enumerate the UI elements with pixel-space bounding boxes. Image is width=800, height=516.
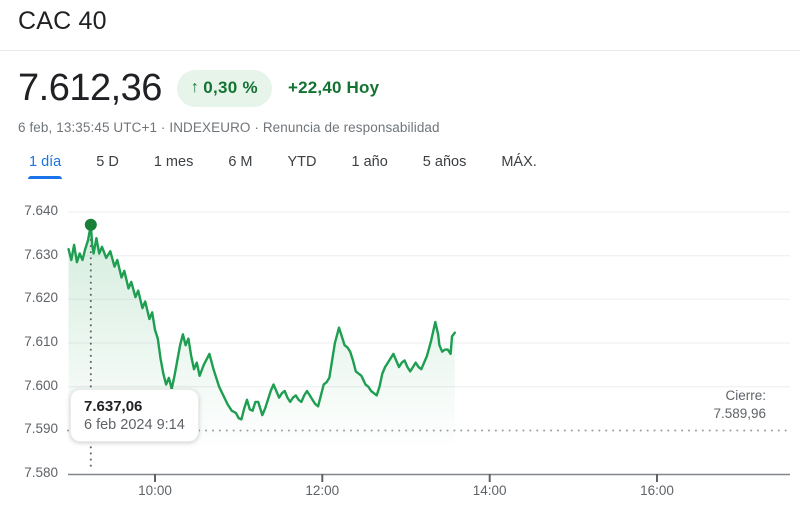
- chart-tooltip: 7.637,06 6 feb 2024 9:14: [70, 389, 199, 442]
- x-axis-label: 12:00: [305, 483, 340, 498]
- close-label-title: Cierre:: [725, 388, 766, 403]
- previous-close-label: Cierre: 7.589,96: [713, 387, 766, 423]
- y-axis-label: 7.610: [24, 334, 58, 349]
- y-axis-label: 7.600: [24, 377, 58, 393]
- x-axis-label: 10:00: [138, 483, 172, 498]
- x-axis-label: 16:00: [640, 483, 674, 498]
- tooltip-price: 7.637,06: [84, 398, 143, 415]
- close-label-value: 7.589,96: [713, 406, 766, 421]
- tooltip-datetime: 6 feb 2024 9:14: [84, 417, 185, 433]
- disclaimer-link[interactable]: Renuncia de responsabilidad: [262, 120, 440, 135]
- page-title: CAC 40: [18, 7, 107, 35]
- quote-meta: 6 feb, 13:35:45 UTC+1 · INDEXEURO · Renu…: [18, 120, 440, 135]
- y-axis-label: 7.580: [24, 465, 58, 480]
- range-tabs: 1 día 5 D 1 mes 6 M YTD 1 año 5 años MÁX.: [28, 152, 538, 179]
- header-divider: [0, 50, 800, 51]
- tab-1-ano[interactable]: 1 año: [351, 154, 388, 170]
- y-axis-label: 7.620: [24, 290, 58, 306]
- tab-1-mes[interactable]: 1 mes: [153, 154, 194, 170]
- up-arrow-icon: ↑: [190, 79, 200, 96]
- timestamp-exchange: 6 feb, 13:35:45 UTC+1 · INDEXEURO ·: [18, 120, 263, 135]
- quote-row: 7.612,36 ↑ 0,30 % +22,40 Hoy: [18, 66, 379, 110]
- tab-5-d[interactable]: 5 D: [96, 154, 119, 170]
- current-price: 7.612,36: [18, 67, 162, 109]
- tab-1-dia[interactable]: 1 día: [28, 152, 63, 179]
- tab-5-anos[interactable]: 5 años: [422, 154, 467, 170]
- tab-6-m[interactable]: 6 M: [228, 154, 253, 170]
- y-axis-label: 7.640: [24, 203, 58, 218]
- change-percent: 0,30 %: [203, 78, 258, 97]
- tab-ytd[interactable]: YTD: [287, 154, 317, 170]
- y-axis-label: 7.630: [24, 246, 58, 262]
- x-axis-label: 14:00: [472, 483, 507, 498]
- y-axis-label: 7.590: [24, 421, 58, 437]
- tab-max[interactable]: MÁX.: [501, 154, 537, 170]
- change-percent-badge: ↑ 0,30 %: [176, 69, 272, 107]
- change-absolute: +22,40 Hoy: [287, 78, 380, 97]
